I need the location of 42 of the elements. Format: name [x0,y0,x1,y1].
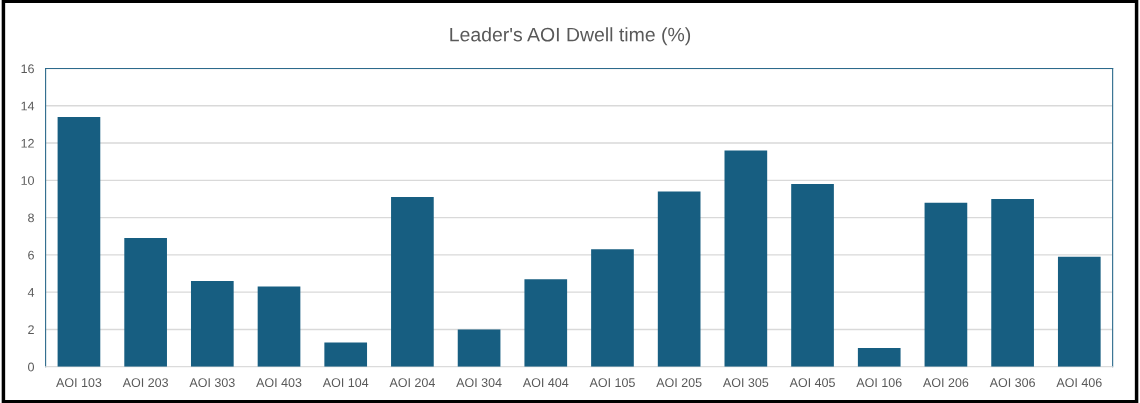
bar [791,184,834,367]
bar [457,329,501,367]
bar [924,202,968,367]
x-tick-label: AOI 203 [122,378,169,388]
y-tick-label: 6 [28,250,34,260]
y-tick-label: 0 [28,362,34,372]
bar [1057,256,1101,367]
y-tick-label: 14 [21,101,35,111]
x-tick-label: AOI 205 [656,378,702,388]
x-tick-label: AOI 304 [456,378,502,388]
bar [190,280,234,367]
y-tick-label: 12 [21,138,34,148]
bar [524,279,568,367]
bar [391,197,434,367]
x-tick-label: AOI 404 [522,378,569,388]
x-tick-label: AOI 104 [322,378,369,388]
bar [591,249,634,367]
y-tick-label: 10 [21,176,34,185]
x-tick-label: AOI 406 [1056,378,1102,388]
bar [257,286,301,367]
bar [124,238,167,367]
x-tick-label: AOI 403 [256,378,302,388]
x-tick-label: AOI 204 [389,378,435,388]
bar [724,150,768,367]
chart-title: Leader's AOI Dwell time (%) [450,27,691,46]
x-tick-label: AOI 306 [989,378,1035,388]
x-tick-label: AOI 103 [56,378,102,388]
y-tick-label: 4 [27,288,35,297]
y-tick-label: 8 [28,213,34,223]
bar [657,191,701,367]
bar [57,116,101,367]
bar [324,342,368,367]
bar [991,198,1034,367]
x-tick-label: AOI 105 [589,378,635,388]
y-tick-label: 16 [21,64,34,74]
x-tick-label: AOI 405 [789,378,835,388]
x-tick-label: AOI 305 [722,378,769,388]
bar [857,348,901,367]
y-tick-label: 2 [28,325,34,334]
x-tick-label: AOI 303 [189,378,235,388]
x-tick-label: AOI 206 [923,378,969,388]
x-tick-label: AOI 106 [856,378,902,388]
